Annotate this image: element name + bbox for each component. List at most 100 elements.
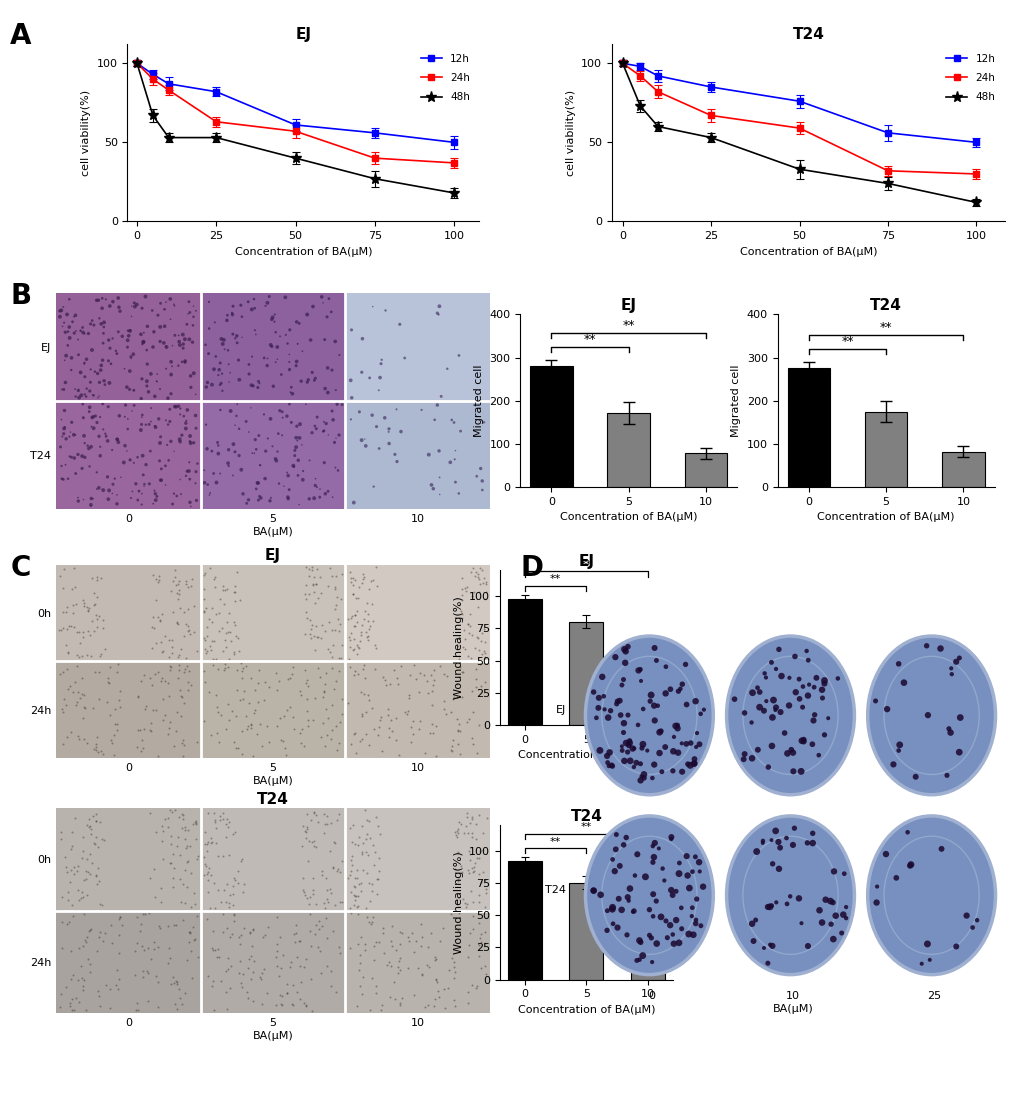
Point: [53, 621, 69, 639]
Text: 25: 25: [926, 991, 941, 1001]
Point: [75, 323, 92, 341]
Point: [111, 682, 127, 700]
Point: [601, 744, 618, 762]
Point: [99, 468, 115, 486]
Point: [204, 977, 220, 995]
Point: [299, 711, 315, 728]
Point: [598, 747, 614, 765]
Point: [391, 996, 408, 1014]
Point: [210, 881, 226, 899]
Point: [413, 401, 429, 418]
Point: [211, 590, 227, 608]
Point: [76, 700, 93, 717]
Point: [166, 327, 182, 344]
Point: [616, 642, 633, 660]
Point: [427, 991, 443, 1008]
Point: [610, 890, 627, 908]
Point: [687, 692, 703, 710]
Point: [355, 835, 371, 852]
Point: [833, 924, 849, 942]
Point: [221, 712, 237, 730]
Point: [307, 690, 323, 707]
Point: [327, 672, 343, 690]
Point: [60, 891, 76, 909]
Point: [401, 666, 418, 684]
Point: [478, 576, 494, 593]
Point: [144, 676, 160, 694]
Point: [350, 589, 366, 607]
Point: [138, 288, 154, 306]
Point: [89, 464, 105, 482]
Point: [151, 568, 167, 586]
Point: [348, 637, 365, 654]
Point: [166, 485, 182, 503]
Point: [357, 801, 373, 819]
Point: [146, 933, 162, 951]
Point: [110, 927, 126, 944]
Point: [238, 720, 255, 737]
Point: [621, 734, 637, 752]
Point: [231, 935, 248, 953]
Point: [75, 730, 92, 747]
Point: [196, 630, 212, 648]
Point: [88, 407, 104, 425]
Point: [111, 407, 127, 425]
Point: [333, 691, 350, 708]
Point: [393, 924, 410, 942]
Point: [291, 724, 308, 742]
Point: [767, 893, 784, 911]
Point: [308, 575, 324, 592]
Point: [70, 731, 87, 748]
Point: [436, 980, 452, 997]
Point: [890, 742, 906, 759]
Point: [141, 475, 157, 493]
Point: [267, 996, 283, 1014]
Point: [189, 907, 205, 924]
Point: [219, 810, 235, 828]
Point: [423, 476, 439, 494]
Point: [221, 623, 237, 641]
Point: [308, 806, 324, 824]
Point: [403, 717, 419, 735]
Point: [899, 824, 915, 841]
Point: [787, 683, 803, 701]
Point: [294, 869, 311, 887]
Point: [256, 405, 272, 423]
Point: [79, 950, 96, 968]
Bar: [344, 910, 489, 1013]
Point: [138, 456, 154, 474]
Point: [346, 891, 363, 909]
Point: [367, 660, 383, 677]
Point: [75, 828, 92, 846]
Point: [175, 732, 192, 749]
Point: [281, 321, 298, 339]
Point: [73, 685, 90, 703]
Point: [177, 467, 194, 485]
Point: [469, 598, 485, 615]
Point: [168, 722, 184, 739]
Point: [67, 322, 84, 340]
Point: [221, 603, 237, 621]
Point: [224, 306, 240, 323]
Point: [353, 875, 369, 892]
Point: [346, 879, 363, 897]
Point: [199, 866, 215, 883]
Point: [272, 708, 288, 726]
Point: [196, 462, 212, 479]
Point: [127, 475, 144, 493]
Point: [93, 569, 109, 587]
Point: [314, 862, 330, 880]
Point: [284, 659, 301, 676]
Point: [281, 361, 298, 379]
Bar: [530, 366, 572, 487]
Point: [298, 829, 314, 847]
Point: [228, 563, 245, 581]
Point: [232, 927, 249, 944]
Point: [219, 960, 235, 977]
Point: [247, 299, 263, 317]
Point: [423, 696, 439, 714]
Point: [67, 307, 84, 324]
Point: [346, 724, 363, 742]
Point: [895, 674, 911, 692]
Point: [305, 711, 321, 728]
